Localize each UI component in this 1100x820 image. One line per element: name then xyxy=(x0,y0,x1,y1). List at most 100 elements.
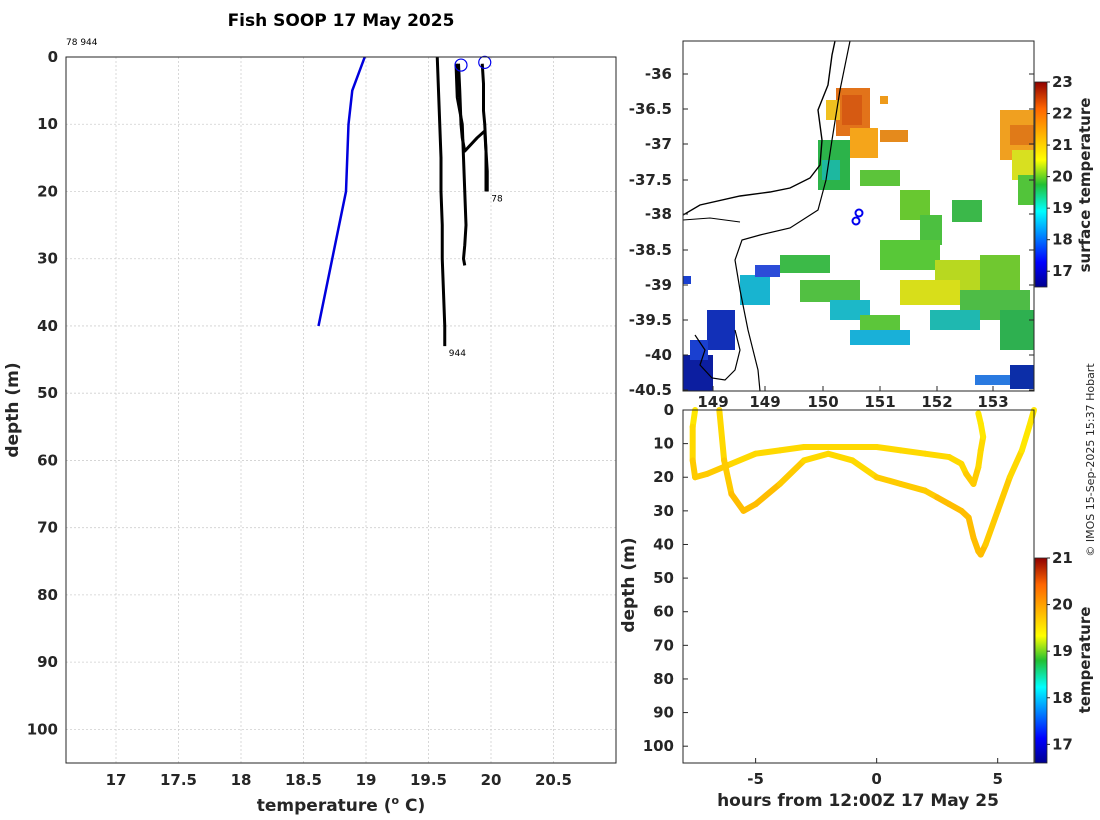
y-tick-label: 30 xyxy=(37,250,58,268)
tow-depth-segment xyxy=(897,480,929,494)
sst-patch-central-band xyxy=(740,240,1034,350)
longitude-tick-label: 151 xyxy=(864,393,895,411)
latitude-tick-label: -37.5 xyxy=(629,171,672,189)
tow-depth-segment xyxy=(873,474,904,487)
tow-y-axis-label: depth (m) xyxy=(619,537,639,632)
x-tick-label: 20 xyxy=(481,771,502,789)
profile-y-tick-labels: 0 10 20 30 40 50 60 70 80 90 100 xyxy=(27,48,58,738)
profile-x-axis-label: temperature (o C) xyxy=(257,794,426,816)
tow-x-tick-label: -5 xyxy=(747,770,764,788)
chart-title: Fish SOOP 17 May 2025 xyxy=(228,11,455,31)
tow-y-tick-label: 100 xyxy=(643,737,674,755)
colorbar-tick-label: 17 xyxy=(1052,735,1073,753)
profile-end-label: 78 xyxy=(491,194,503,204)
y-tick-label: 10 xyxy=(37,115,58,133)
colorbar-tick-label: 18 xyxy=(1052,689,1073,707)
tow-depth-segment xyxy=(1026,407,1037,430)
tow-depth-chart: 0 10 20 30 40 50 60 70 80 90 100 -5 0 5 hours from 1… xyxy=(619,401,1094,811)
x-tick-label: 17 xyxy=(106,771,127,789)
longitude-tick-label: 153 xyxy=(977,393,1008,411)
colorbar-tick-label: 17 xyxy=(1052,262,1073,280)
tow-depth-segment xyxy=(752,447,783,457)
y-tick-label: 50 xyxy=(37,384,58,402)
map-longitude-tick-labels: 149 149 150 151 152 153 xyxy=(697,386,1009,411)
tow-x-tick-label: 0 xyxy=(871,770,881,788)
tow-y-tick-label: 90 xyxy=(653,704,674,722)
tow-depth-segment xyxy=(776,457,808,487)
tow-y-tick-label: 70 xyxy=(653,636,674,654)
latitude-tick-label: -40.5 xyxy=(629,381,672,399)
latitude-tick-label: -36 xyxy=(645,65,672,83)
y-tick-label: 40 xyxy=(37,317,58,335)
y-tick-label: 80 xyxy=(37,586,58,604)
temperature-colorbar-tick-labels: 21 20 19 18 17 xyxy=(1047,549,1073,753)
longitude-tick-label: 149 xyxy=(697,393,728,411)
latitude-tick-label: -39 xyxy=(645,276,672,294)
imos-credit: © IMOS 15-Sep-2025 15:37 Hobart xyxy=(1084,363,1097,557)
tow-depth-segment xyxy=(1018,423,1033,454)
tow-depth-segment xyxy=(752,480,783,508)
tow-y-tick-label: 0 xyxy=(664,401,674,419)
tow-y-tick-label: 30 xyxy=(653,502,674,520)
tow-x-tick-label: 5 xyxy=(992,770,1002,788)
series-line-profile-78-deep xyxy=(454,63,468,266)
y-tick-label: 0 xyxy=(48,48,58,66)
tow-depth-segment xyxy=(721,457,735,498)
sst-patch-coastal-green xyxy=(818,140,982,245)
colorbar-tick-label: 19 xyxy=(1052,199,1073,217)
tow-marker-1 xyxy=(854,208,864,218)
longitude-tick-label: 152 xyxy=(921,393,952,411)
tow-y-tick-label: 50 xyxy=(653,569,674,587)
y-tick-label: 20 xyxy=(37,182,58,200)
latitude-tick-label: -37 xyxy=(645,135,672,153)
tow-x-axis-label: hours from 12:00Z 17 May 25 xyxy=(717,791,999,811)
temperature-colorbar-label: temperature xyxy=(1076,607,1094,714)
latitude-tick-label: -38.5 xyxy=(629,241,672,259)
tow-depth-segment xyxy=(849,457,880,481)
sst-pixels xyxy=(683,41,1034,391)
colorbar-tick-label: 21 xyxy=(1052,136,1073,154)
tow-depth-segment xyxy=(716,407,728,464)
x-tick-label: 18 xyxy=(231,771,252,789)
tow-depth-segment xyxy=(965,514,977,541)
sst-colorbar xyxy=(1034,81,1048,288)
profile-chart: Fish SOOP 17 May 2025 78 944 944 78 17 17.… xyxy=(3,11,617,816)
y-tick-label: 100 xyxy=(27,720,58,738)
sst-patch-ne xyxy=(1000,110,1034,205)
latitude-tick-label: -36.5 xyxy=(629,100,672,118)
tow-depth-points xyxy=(689,407,1037,558)
profile-x-tick-labels: 17 17.5 18 18.5 19 19.5 20 20.5 xyxy=(106,771,572,789)
longitude-tick-label: 149 xyxy=(749,393,780,411)
latitude-tick-label: -38 xyxy=(645,205,672,223)
profile-y-axis-label: depth (m) xyxy=(3,362,23,457)
tow-depth-segment xyxy=(922,450,953,461)
map-latitude-tick-labels: -36 -36.5 -37 -37.5 -38 -38.5 -39 -39.5 -40 -40.5 xyxy=(629,65,1034,399)
longitude-tick-label: 150 xyxy=(807,393,838,411)
sst-colorbar-tick-labels: 23 22 21 20 19 18 17 xyxy=(1047,73,1073,280)
colorbar-tick-label: 20 xyxy=(1052,596,1073,614)
colorbar-tick-label: 19 xyxy=(1052,642,1073,660)
tow-y-tick-label: 80 xyxy=(653,670,674,688)
tow-depth-segment xyxy=(728,450,759,467)
x-tick-label: 19 xyxy=(356,771,377,789)
colorbar-tick-label: 18 xyxy=(1052,231,1073,249)
colorbar-tick-label: 22 xyxy=(1052,105,1073,123)
tow-depth-segment xyxy=(1006,447,1025,481)
colorbar-tick-label: 20 xyxy=(1052,168,1073,186)
sst-patch-cold-tasmania xyxy=(683,276,1034,391)
x-tick-label: 18.5 xyxy=(285,771,322,789)
x-tick-label: 20.5 xyxy=(535,771,572,789)
x-tick-label: 17.5 xyxy=(160,771,197,789)
profile-series: 944 78 xyxy=(317,55,503,359)
colorbar-tick-label: 23 xyxy=(1052,73,1073,91)
tow-plot-frame xyxy=(682,409,1035,764)
sst-patch-warm-north xyxy=(826,88,908,158)
profile-gridlines xyxy=(66,56,616,763)
tow-x-tick-labels: -5 0 5 xyxy=(747,758,1003,788)
y-tick-label: 60 xyxy=(37,451,58,469)
series-line-climatology xyxy=(317,56,366,327)
temperature-colorbar xyxy=(1034,557,1048,764)
tow-y-tick-labels: 0 10 20 30 40 50 60 70 80 90 100 xyxy=(643,401,688,755)
sst-colorbar-label: surface temperature xyxy=(1076,98,1094,273)
sst-map: -36 -36.5 -37 -37.5 -38 -38.5 -39 -39.5 -40 -40.5… xyxy=(629,40,1094,411)
